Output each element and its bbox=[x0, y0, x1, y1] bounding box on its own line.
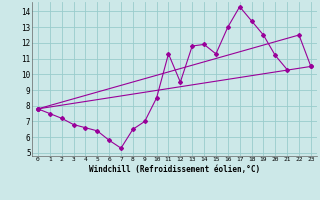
X-axis label: Windchill (Refroidissement éolien,°C): Windchill (Refroidissement éolien,°C) bbox=[89, 165, 260, 174]
